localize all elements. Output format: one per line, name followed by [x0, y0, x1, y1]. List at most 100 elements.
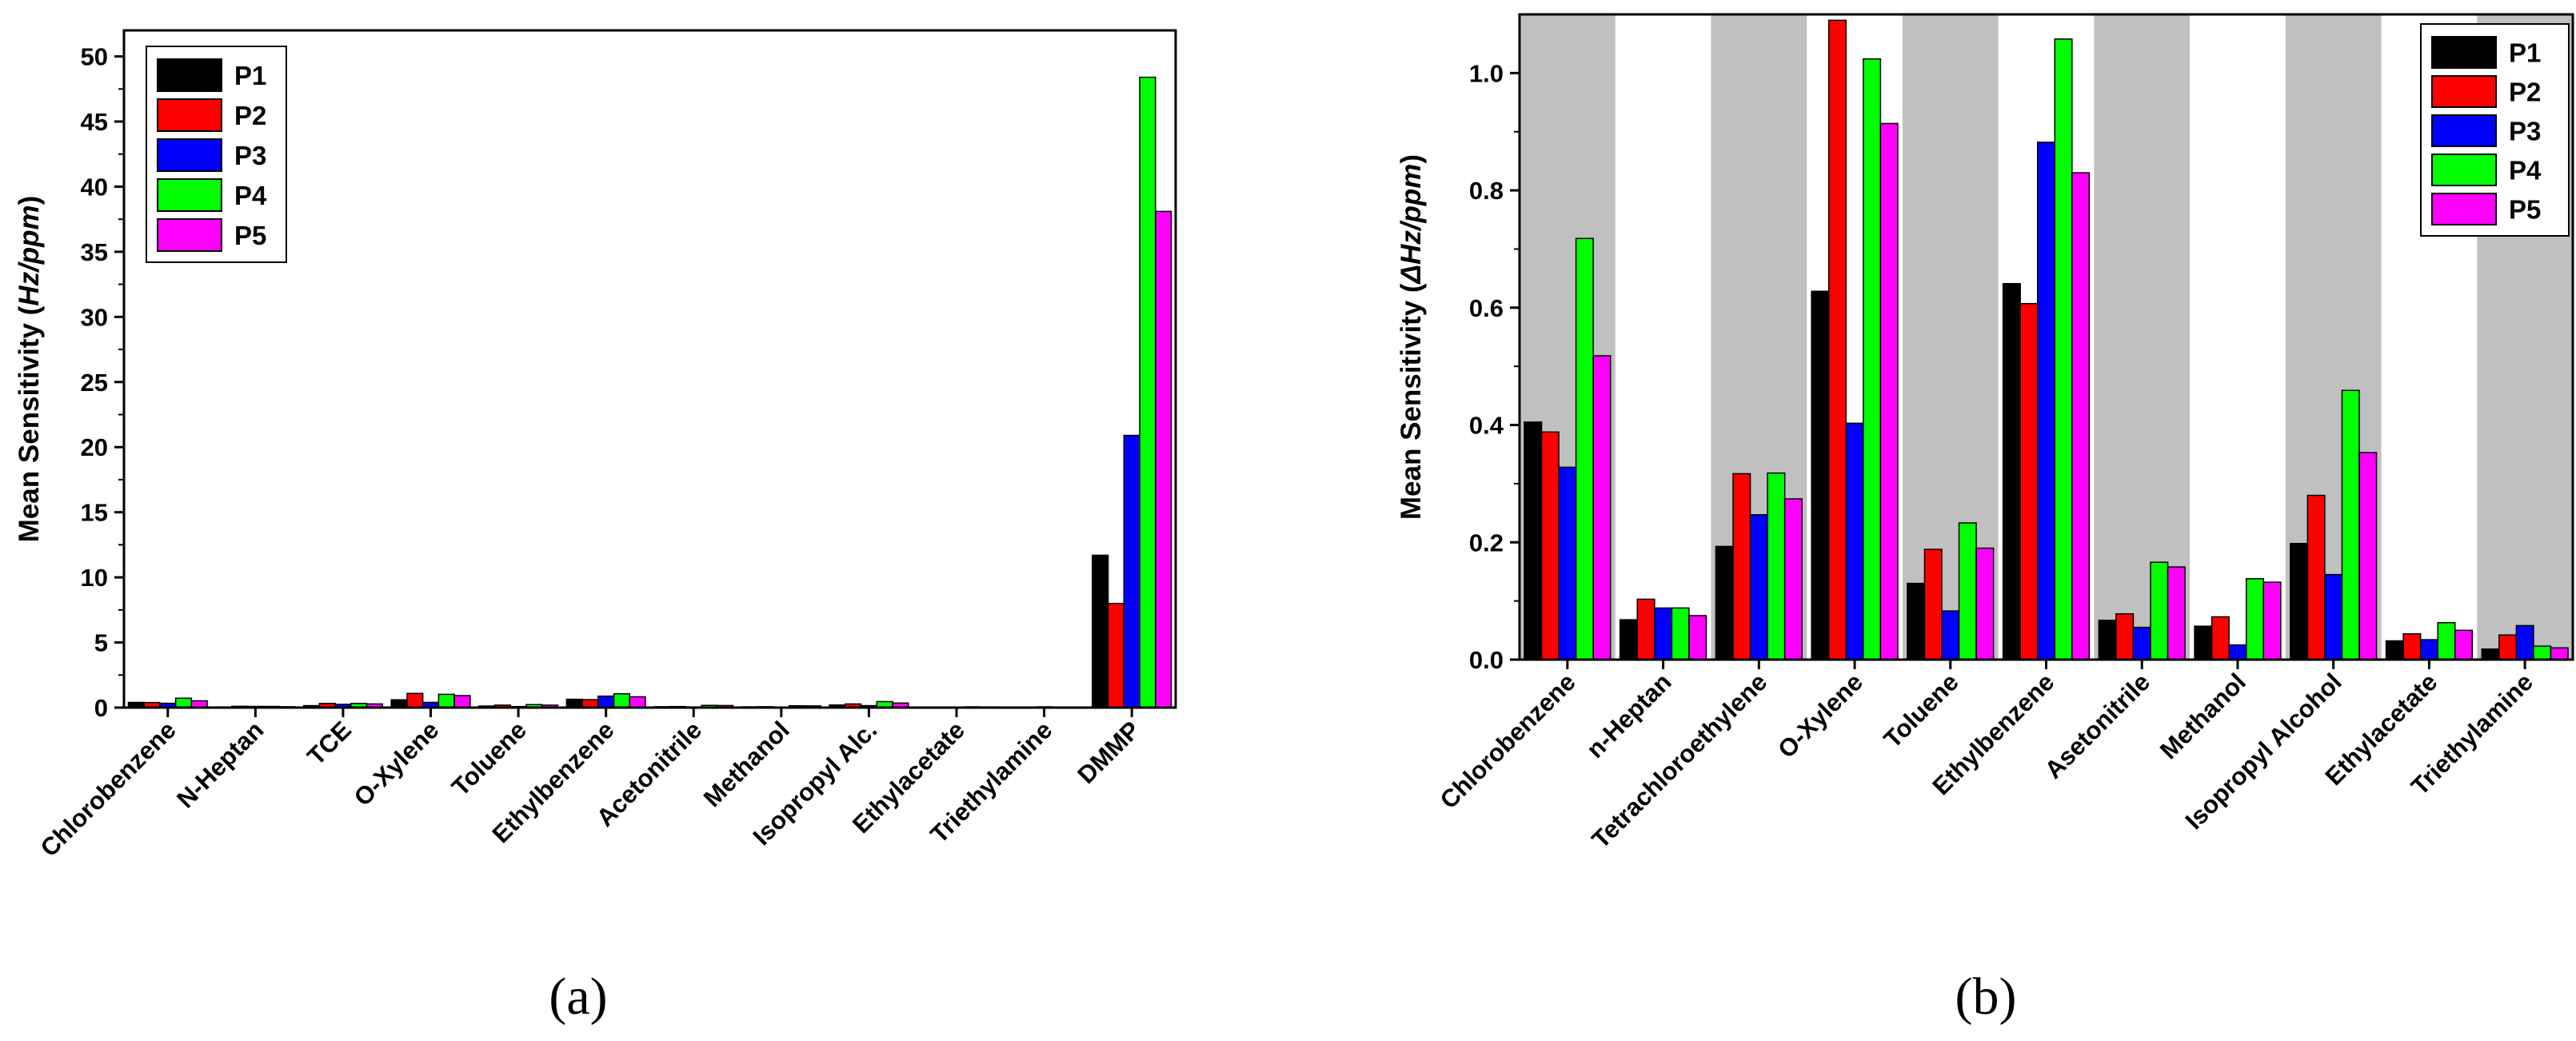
- bar-p3: [2419, 639, 2438, 660]
- x-tick-label: Methanol: [2155, 668, 2251, 764]
- bar-p1: [1811, 290, 1830, 660]
- bar-p4: [437, 693, 455, 708]
- bar-p3: [2036, 142, 2056, 660]
- bar-p1: [2290, 542, 2309, 660]
- bar-p1: [1619, 619, 1639, 660]
- legend-swatch-p4: [2431, 154, 2497, 186]
- bar-p4: [1575, 237, 1594, 660]
- bar-p4: [1767, 472, 1786, 660]
- legend-label-p3: P3: [2509, 117, 2541, 146]
- legend-label-p2: P2: [234, 101, 266, 130]
- bar-p4: [1863, 58, 1882, 660]
- panel-caption: (b): [1955, 967, 2017, 1026]
- y-tick-label: 40: [81, 173, 108, 201]
- y-tick-label: 10: [81, 564, 108, 592]
- bar-p2: [1540, 431, 1560, 660]
- legend-swatch-p3: [2431, 114, 2497, 147]
- bar-p1: [2194, 625, 2213, 660]
- y-axis-title-prefix: Mean Sensitivity (: [14, 305, 45, 542]
- y-axis-title: Mean Sensitivity (Hz/ppm): [14, 196, 45, 543]
- bar-p4: [613, 692, 631, 708]
- bar-p2: [1923, 548, 1943, 660]
- bar-p5: [2071, 172, 2091, 660]
- bar-p2: [2019, 302, 2039, 660]
- y-tick-label: 20: [81, 433, 108, 461]
- plot-frame: [122, 29, 1177, 709]
- y-tick-label: 45: [81, 108, 108, 136]
- panel-caption: (a): [549, 967, 607, 1026]
- bar-p2: [2115, 613, 2135, 660]
- bar-p5: [629, 696, 646, 708]
- legend-label-p1: P1: [2509, 38, 2541, 68]
- bar-p4: [1139, 76, 1156, 708]
- bar-p2: [2306, 494, 2326, 660]
- bar-p3: [597, 695, 615, 708]
- y-tick-label: 5: [94, 629, 108, 657]
- legend-swatch-p2: [157, 98, 222, 132]
- legend-label-p2: P2: [2509, 78, 2541, 107]
- y-tick-label: 0.2: [1469, 528, 1504, 556]
- bar-p5: [2454, 629, 2474, 660]
- bar-p3: [1123, 434, 1140, 708]
- bar-p1: [1907, 582, 1926, 660]
- y-axis-title-suffix: ): [1396, 154, 1427, 164]
- bar-p3: [1749, 514, 1768, 660]
- x-tick-label: O-Xylene: [1772, 668, 1868, 764]
- bar-p3: [2515, 624, 2534, 660]
- bar-p4: [2437, 622, 2456, 660]
- bar-p5: [2550, 647, 2569, 660]
- bar-p1: [1524, 421, 1543, 660]
- x-tick-label: Isopropyl Alcohol: [2180, 668, 2347, 835]
- legend-label-p4: P4: [2509, 156, 2542, 185]
- bar-p4: [1958, 522, 1977, 660]
- bar-p3: [2228, 644, 2247, 660]
- bar-p5: [1688, 615, 1707, 660]
- bar-p5: [2167, 566, 2186, 660]
- legend-label-p1: P1: [234, 61, 266, 90]
- x-tick-label: Toluene: [446, 716, 532, 801]
- y-axis-title-unit: Hz/ppm: [14, 205, 45, 305]
- bar-p1: [1715, 545, 1734, 660]
- bar-p1: [1092, 554, 1109, 708]
- bar-p2: [1107, 602, 1125, 708]
- bar-p2: [2402, 632, 2422, 660]
- bar-p5: [453, 695, 471, 708]
- bar-p4: [2054, 38, 2073, 660]
- legend-label-p5: P5: [2509, 195, 2541, 225]
- y-tick-label: 50: [81, 43, 108, 71]
- category-band: [2094, 14, 2191, 660]
- y-tick-label: 0.0: [1469, 646, 1504, 674]
- bar-p2: [1827, 19, 1847, 660]
- bar-p2: [1732, 473, 1751, 660]
- y-axis-title-unit: ΔHz/ppm: [1396, 164, 1427, 285]
- x-tick-label: Chlorobenzene: [35, 716, 182, 862]
- bar-p2: [1636, 598, 1655, 660]
- bar-p1: [2098, 620, 2117, 660]
- y-tick-label: 30: [81, 303, 108, 331]
- y-axis-title: Mean Sensitivity (ΔHz/ppm): [1396, 154, 1427, 520]
- bar-p5: [1975, 547, 1995, 660]
- bar-p5: [1783, 498, 1803, 660]
- bar-p5: [2262, 581, 2282, 660]
- legend-swatch-p5: [2431, 193, 2497, 225]
- bar-p5: [2358, 452, 2378, 660]
- bar-p4: [2245, 578, 2265, 660]
- y-tick-label: 15: [81, 499, 108, 527]
- y-tick-label: 0.8: [1469, 177, 1504, 205]
- bar-p5: [1879, 122, 1899, 660]
- bar-p4: [2150, 561, 2169, 660]
- bar-p5: [1155, 210, 1172, 708]
- bar-p3: [2324, 573, 2343, 660]
- bar-p3: [1654, 607, 1673, 660]
- bar-p3: [1941, 610, 1960, 660]
- y-tick-label: 1.0: [1469, 59, 1504, 87]
- legend: P1 P2 P3 P4 P5: [2420, 23, 2570, 237]
- y-tick-label: 35: [81, 238, 108, 266]
- y-axis-title-suffix: ): [14, 196, 45, 205]
- x-tick-label: N-Heptan: [171, 716, 269, 813]
- bar-p5: [1592, 355, 1611, 660]
- y-tick-label: 0.6: [1469, 294, 1504, 322]
- legend-swatch-p1: [157, 58, 222, 92]
